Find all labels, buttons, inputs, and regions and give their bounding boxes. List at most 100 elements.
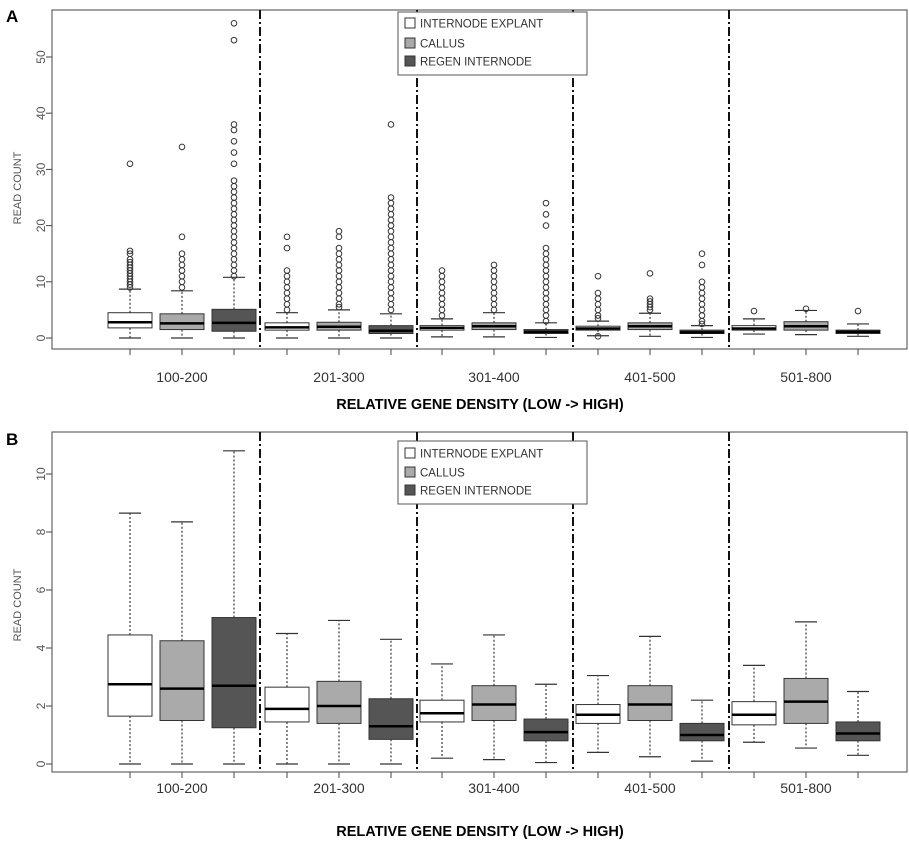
x-tick-label: 100-200 <box>156 780 208 796</box>
outlier-point <box>178 284 186 291</box>
outlier-point <box>230 177 238 184</box>
x-tick-label: 301-400 <box>468 369 520 385</box>
outlier-point <box>335 233 343 241</box>
box-callus <box>471 634 517 761</box>
box-callus <box>316 619 362 765</box>
outlier-point <box>178 250 186 257</box>
outlier-point <box>230 160 238 168</box>
x-tick-label: 501-800 <box>780 369 832 385</box>
y-tick-label: 6 <box>34 586 48 593</box>
box-callus <box>783 305 829 336</box>
outlier-point <box>490 289 498 297</box>
x-tick-label: 401-500 <box>624 780 676 796</box>
y-tick-label: 10 <box>34 467 48 481</box>
outlier-point <box>335 261 343 269</box>
outlier-point <box>387 261 395 269</box>
box-regen-internode <box>523 683 569 764</box>
outlier-point <box>178 143 186 151</box>
outlier-point <box>283 267 291 274</box>
y-tick-label: 20 <box>34 219 48 233</box>
outlier-point <box>335 289 343 297</box>
legend-label-callus: CALLUS <box>420 468 465 480</box>
outlier-point <box>230 121 238 128</box>
outlier-point <box>230 205 238 213</box>
x-tick-label: 201-300 <box>313 369 365 385</box>
box-iqr <box>107 634 153 717</box>
outlier-point <box>438 295 446 302</box>
outlier-point <box>335 284 343 291</box>
outlier-point <box>230 199 238 207</box>
outlier-point <box>698 306 706 314</box>
outlier-point <box>542 199 550 207</box>
panel-a: A READ COUNT 0 10 20 30 40 50 100-200 201-300 3… <box>6 7 908 413</box>
outlier-point <box>387 205 395 213</box>
outlier-point <box>646 298 654 305</box>
outlier-point <box>854 307 862 315</box>
outlier-point <box>230 211 238 218</box>
outlier-point <box>594 333 602 340</box>
outlier-point <box>230 36 238 44</box>
x-tick-label: 100-200 <box>156 369 208 385</box>
y-tick-label: 8 <box>34 528 48 535</box>
outlier-point <box>542 267 550 274</box>
box-iqr <box>159 640 205 721</box>
legend-swatch-regen-internode <box>404 55 416 67</box>
legend-swatch-callus <box>404 37 416 49</box>
outlier-point <box>230 182 238 190</box>
outlier-point <box>698 312 706 319</box>
y-axis-label-b: READ COUNT <box>12 568 24 641</box>
outlier-point <box>387 295 395 302</box>
outlier-point <box>387 233 395 241</box>
box-iqr <box>368 698 414 740</box>
outlier-point <box>387 199 395 207</box>
legend-a: INTERNODE EXPLANT CALLUS REGEN INTERNODE <box>397 11 588 76</box>
outlier-point <box>387 211 395 218</box>
outlier-point <box>283 244 291 252</box>
legend-box-a <box>397 11 588 76</box>
outlier-point <box>490 278 498 286</box>
outlier-point <box>646 295 654 302</box>
box-regen-internode <box>211 450 257 765</box>
outlier-point <box>335 272 343 280</box>
plot-area-b <box>51 431 908 773</box>
box-internode-explant <box>264 632 310 765</box>
y-axis-b: 0 2 4 6 8 10 <box>34 467 52 767</box>
outlier-point <box>387 250 395 257</box>
outlier-point <box>387 272 395 280</box>
outlier-point <box>387 306 395 314</box>
plot-area-a <box>51 9 908 350</box>
outlier-point <box>542 244 550 252</box>
box-internode-explant <box>107 512 153 765</box>
outlier-point <box>230 244 238 252</box>
outlier-point <box>594 306 602 314</box>
legend-swatch-regen-internode <box>404 484 416 496</box>
outlier-point <box>542 211 550 218</box>
legend-box-b <box>397 440 588 505</box>
outlier-point <box>387 222 395 229</box>
outlier-point <box>698 261 706 269</box>
x-tick-label: 201-300 <box>313 780 365 796</box>
box-internode-explant <box>731 664 777 743</box>
box-iqr <box>316 680 362 724</box>
box-iqr <box>679 722 725 742</box>
outlier-point <box>490 272 498 280</box>
outlier-point <box>490 306 498 314</box>
y-axis-label-a: READ COUNT <box>12 151 24 224</box>
y-tick-label: 50 <box>34 50 48 64</box>
outlier-point <box>230 149 238 156</box>
outlier-point <box>335 278 343 286</box>
box-iqr <box>419 699 465 723</box>
outlier-point <box>387 267 395 274</box>
x-axis-b: 100-200 201-300 301-400 401-500 501-800 <box>129 772 859 796</box>
outlier-point <box>283 233 291 241</box>
outlier-point <box>438 278 446 286</box>
x-tick-label: 401-500 <box>624 369 676 385</box>
box-callus <box>783 621 829 749</box>
legend-label-regen-internode: REGEN INTERNODE <box>420 486 532 498</box>
box-regen-internode <box>835 690 881 756</box>
outlier-point <box>178 267 186 274</box>
legend-label-internode-explant: INTERNODE EXPLANT <box>420 449 543 461</box>
box-regen-internode <box>835 307 881 337</box>
box-regen-internode <box>679 250 725 339</box>
outlier-point <box>178 278 186 286</box>
